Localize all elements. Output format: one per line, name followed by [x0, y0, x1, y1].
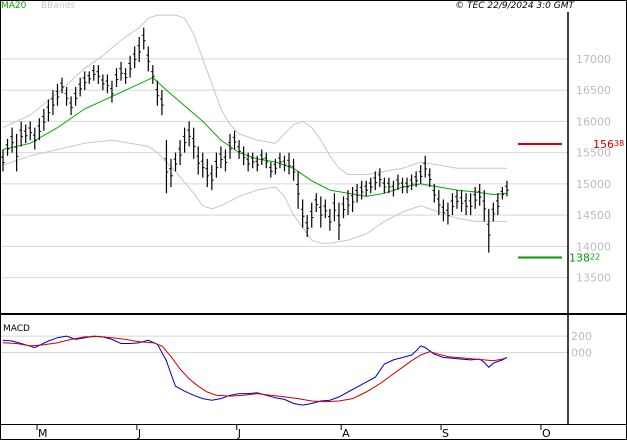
x-tick-label: A	[342, 427, 350, 440]
signal-line	[2, 335, 508, 403]
ma20-line	[2, 77, 507, 197]
price-tick-label: 17000	[576, 53, 611, 66]
macd-tick-label: 000	[571, 347, 592, 360]
price-tick-label: 14500	[576, 209, 611, 222]
macd-lines	[2, 335, 508, 406]
x-tick-label: S	[442, 427, 449, 440]
ma20-path	[2, 77, 507, 197]
level-label-decimals: 22	[590, 253, 600, 262]
chart-header: MA20 BBands © TEC 22/9/2024 3:0 GMT	[1, 1, 576, 11]
y-axis: 13500 14000 14500 15000 15500 16000 16500 17000…	[571, 53, 611, 360]
price-bars	[1, 27, 509, 253]
price-tick-label: 15500	[576, 147, 611, 160]
level-label: 13822	[569, 252, 600, 265]
price-tick-label: 14000	[576, 240, 611, 253]
x-tick-label: M	[38, 427, 48, 440]
price-tick-label: 16000	[576, 115, 611, 128]
x-tick-label: J	[237, 427, 241, 440]
bollinger-bands	[2, 14, 507, 244]
legend-bbands: BBands	[41, 1, 75, 11]
grid-lines	[0, 58, 568, 354]
macd-line	[2, 335, 508, 406]
price-tick-label: 15000	[576, 178, 611, 191]
level-label: 15638	[593, 138, 624, 151]
bb-lower-line	[2, 139, 507, 244]
price-tick-label: 16500	[576, 84, 611, 97]
legend-ma20: MA20	[1, 1, 27, 11]
price-levels: 15638 13822	[518, 138, 624, 265]
macd-tick-label: 200	[571, 330, 592, 343]
bb-upper-line	[2, 14, 507, 175]
x-tick-label: J	[137, 427, 141, 440]
x-tick-label: O	[542, 427, 551, 440]
copyright-notice: © TEC 22/9/2024 3:0 GMT	[455, 1, 575, 11]
level-label-decimals: 38	[614, 139, 624, 148]
price-tick-label: 13500	[576, 272, 611, 285]
macd-title: MACD	[3, 324, 30, 334]
